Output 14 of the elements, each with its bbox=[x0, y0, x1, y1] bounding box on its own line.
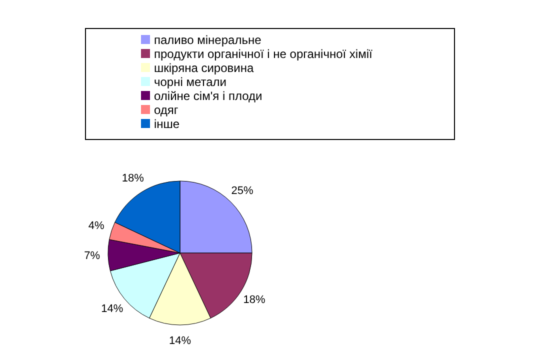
data-label: 7% bbox=[84, 250, 100, 262]
data-label: 25% bbox=[231, 184, 254, 197]
legend-label: олійне сім'я і плоди bbox=[154, 89, 262, 103]
data-label: 14% bbox=[168, 335, 192, 347]
legend-label: одяг bbox=[154, 103, 178, 117]
legend-label: паливо мінеральне bbox=[154, 33, 262, 47]
legend-label: чорні метали bbox=[154, 75, 226, 89]
data-label: 18% bbox=[243, 294, 266, 306]
data-label: 4% bbox=[88, 220, 104, 232]
data-label: 14% bbox=[101, 303, 124, 316]
legend-label: шкіряна сировина bbox=[154, 61, 254, 75]
data-label: 18% bbox=[122, 172, 144, 185]
legend-label: інше bbox=[154, 117, 180, 131]
legend-label: продукти органічної і не органічної хімії bbox=[154, 47, 372, 61]
